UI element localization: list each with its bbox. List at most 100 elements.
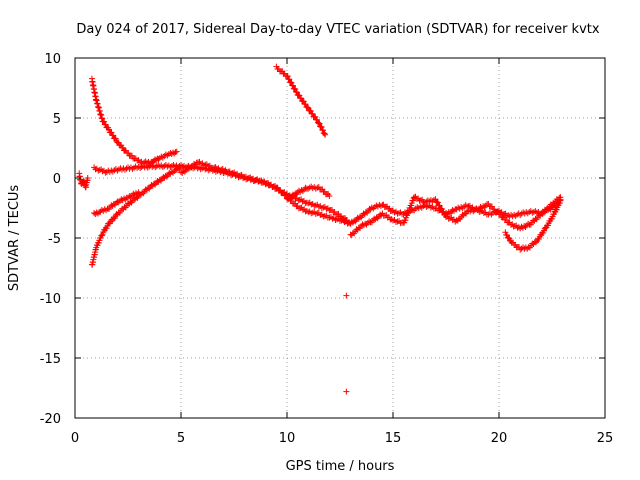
data-point [388, 216, 395, 223]
data-point [223, 169, 230, 176]
data-point [132, 190, 139, 197]
data-point [92, 166, 99, 173]
data-point [168, 168, 175, 175]
data-point [452, 218, 459, 225]
data-point [304, 104, 311, 111]
tick-layer: 0 5 10 15 20 25 -20 -15 -10 -5 0 5 10 [40, 52, 614, 446]
x-tick-label: 0 [71, 431, 79, 446]
x-tick-label: 25 [597, 431, 614, 446]
data-point [200, 162, 207, 169]
data-point [99, 168, 106, 175]
data-point [245, 175, 252, 181]
data-point [180, 168, 187, 175]
data-point [237, 172, 244, 179]
data-point [343, 292, 350, 299]
data-point [298, 187, 305, 194]
data-point [95, 167, 102, 174]
data-point [211, 164, 218, 171]
data-point [135, 189, 142, 196]
series-early-cluster [76, 170, 91, 191]
y-tick-label: -15 [40, 352, 61, 367]
data-point [366, 218, 373, 225]
x-tick-label: 20 [491, 431, 508, 446]
x-tick-label: 5 [177, 431, 185, 446]
data-point [251, 177, 258, 184]
data-point [322, 131, 329, 138]
data-point [202, 161, 209, 168]
data-point [232, 171, 239, 178]
data-point [445, 209, 452, 216]
data-point [449, 207, 456, 213]
data-point [155, 156, 162, 163]
data-point [436, 202, 443, 209]
data-point [288, 79, 295, 86]
y-tick-label: 0 [53, 172, 61, 187]
data-point [362, 220, 369, 227]
data-point [121, 195, 128, 202]
data-point [521, 223, 528, 230]
data-point [438, 205, 445, 212]
data-point [126, 193, 133, 200]
points-layer [76, 63, 564, 395]
data-point [320, 127, 327, 134]
data-point [286, 76, 293, 83]
series-post-13-b [347, 193, 564, 239]
data-point [434, 199, 441, 206]
data-point [248, 176, 255, 183]
series-mid-upper [284, 183, 333, 203]
data-point [480, 203, 487, 210]
y-tick-label: 5 [53, 112, 61, 127]
x-tick-label: 10 [279, 431, 296, 446]
data-point [96, 167, 103, 173]
data-point [112, 135, 119, 142]
series-lower-branch [91, 189, 142, 218]
x-axis-label: GPS time / hours [286, 459, 395, 474]
data-point [98, 232, 105, 239]
data-point [221, 167, 228, 174]
y-tick-label: -20 [40, 412, 61, 427]
chart-title: Day 024 of 2017, Sidereal Day-to-day VTE… [76, 22, 599, 37]
data-point [216, 167, 223, 174]
data-point [235, 172, 242, 179]
series-dip [502, 197, 564, 253]
x-tick-label: 15 [385, 431, 402, 446]
y-axis-label: SDTVAR / TECUs [7, 185, 22, 292]
y-tick-label: 10 [44, 52, 61, 67]
data-point [318, 124, 325, 131]
data-point [173, 148, 180, 155]
y-tick-label: -5 [48, 232, 61, 247]
series-high-arc [88, 75, 180, 167]
series-late-arc [273, 63, 329, 138]
data-point [114, 198, 121, 205]
data-point [187, 163, 194, 170]
data-point [197, 160, 204, 167]
data-point [84, 175, 91, 181]
data-point [440, 209, 447, 216]
series-outliers [343, 292, 350, 395]
data-point [432, 196, 439, 203]
data-point [314, 116, 321, 123]
data-point [343, 388, 350, 395]
data-point [244, 175, 251, 182]
data-point [228, 170, 235, 177]
data-point [290, 82, 297, 89]
data-point [525, 220, 532, 227]
data-point [556, 194, 563, 201]
data-point [316, 120, 323, 127]
data-point [557, 197, 564, 204]
data-point [218, 166, 225, 173]
data-point [255, 178, 262, 185]
data-point [128, 152, 135, 159]
data-point [194, 159, 201, 166]
data-point [326, 193, 333, 199]
data-point [292, 86, 299, 93]
data-point [321, 130, 328, 137]
data-point [214, 165, 221, 172]
data-point [209, 165, 216, 172]
data-point [284, 73, 291, 80]
data-point [229, 169, 236, 176]
data-point [252, 177, 259, 183]
y-tick-label: -10 [40, 292, 61, 307]
